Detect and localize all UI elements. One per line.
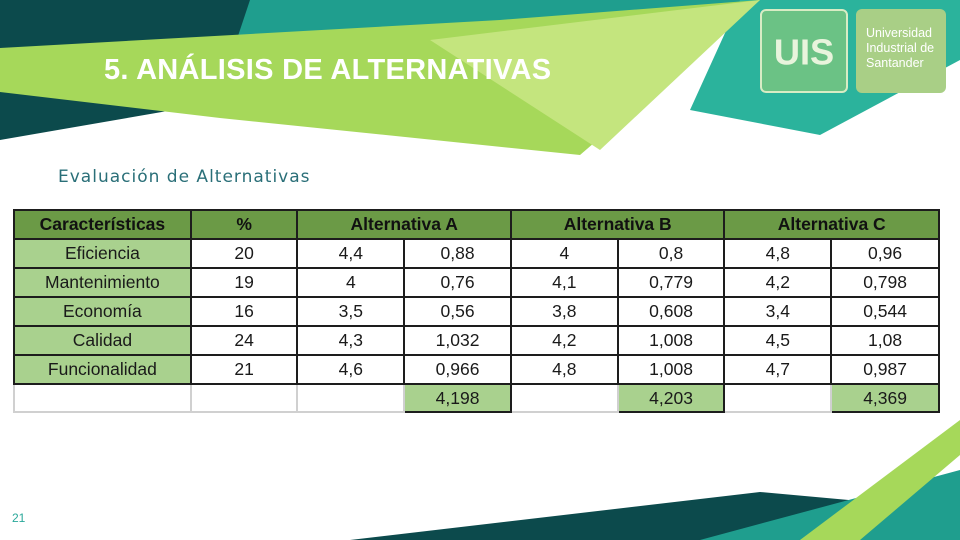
table-row: Funcionalidad 21 4,6 0,966 4,8 1,008 4,7… <box>13 354 940 385</box>
evaluation-table: Características % Alternativa A Alternat… <box>13 209 940 413</box>
table-row: Calidad 24 4,3 1,032 4,2 1,008 4,5 1,08 <box>13 325 940 356</box>
cell-b-score: 3,8 <box>509 296 619 327</box>
cell-b-score: 4,1 <box>509 267 619 298</box>
empty-cell <box>296 383 406 413</box>
table-row: Mantenimiento 19 4 0,76 4,1 0,779 4,2 0,… <box>13 267 940 298</box>
header-alternativa-b: Alternativa B <box>509 209 726 240</box>
logo-wordmark: Universidad Industrial de Santander <box>856 9 946 93</box>
logo-line-3: Santander <box>866 56 924 70</box>
table-row: Eficiencia 20 4,4 0,88 4 0,8 4,8 0,96 <box>13 238 940 269</box>
bg-light-lime <box>430 0 760 150</box>
empty-cell <box>189 383 299 413</box>
row-label: Eficiencia <box>13 238 192 269</box>
row-label: Funcionalidad <box>13 354 192 385</box>
slide-title: 5. ANÁLISIS DE ALTERNATIVAS <box>104 54 552 86</box>
cell-c-score: 4,7 <box>723 354 833 385</box>
cell-a-weighted: 0,56 <box>403 296 512 327</box>
header-alternativa-a: Alternativa A <box>296 209 512 240</box>
cell-c-weighted: 0,544 <box>830 296 940 327</box>
cell-a-score: 4 <box>296 267 406 298</box>
logo-line-2: Industrial de <box>866 41 935 55</box>
cell-c-score: 4,5 <box>723 325 833 356</box>
header-caracteristicas: Características <box>13 209 192 240</box>
total-b: 4,203 <box>616 383 726 413</box>
logo-monogram: UIS <box>774 31 834 72</box>
page-number: 21 <box>12 511 26 525</box>
cell-b-weighted: 1,008 <box>616 325 726 356</box>
empty-cell <box>723 383 833 413</box>
logo-line-1: Universidad <box>866 26 933 40</box>
cell-c-score: 4,8 <box>723 238 833 269</box>
empty-cell <box>13 383 192 413</box>
cell-b-weighted: 0,608 <box>616 296 726 327</box>
cell-b-weighted: 0,779 <box>616 267 726 298</box>
header-alternativa-c: Alternativa C <box>723 209 940 240</box>
cell-a-weighted: 0,76 <box>403 267 512 298</box>
cell-b-score: 4,2 <box>509 325 619 356</box>
header-percent: % <box>189 209 299 240</box>
uis-monogram-icon: UIS <box>774 31 834 72</box>
cell-a-weighted: 1,032 <box>403 325 512 356</box>
table-row: Economía 16 3,5 0,56 3,8 0,608 3,4 0,544 <box>13 296 940 327</box>
cell-c-weighted: 1,08 <box>830 325 940 356</box>
cell-pct: 16 <box>189 296 299 327</box>
cell-a-score: 3,5 <box>296 296 406 327</box>
row-label: Mantenimiento <box>13 267 192 298</box>
cell-a-weighted: 0,966 <box>403 354 512 385</box>
bg-bottom-lime <box>800 420 960 540</box>
cell-c-weighted: 0,96 <box>830 238 940 269</box>
total-c: 4,369 <box>830 383 940 413</box>
cell-b-weighted: 1,008 <box>616 354 726 385</box>
cell-a-weighted: 0,88 <box>403 238 512 269</box>
cell-a-score: 4,4 <box>296 238 406 269</box>
cell-c-weighted: 0,798 <box>830 267 940 298</box>
cell-c-weighted: 0,987 <box>830 354 940 385</box>
cell-b-weighted: 0,8 <box>616 238 726 269</box>
row-label: Economía <box>13 296 192 327</box>
cell-a-score: 4,6 <box>296 354 406 385</box>
cell-pct: 24 <box>189 325 299 356</box>
cell-pct: 20 <box>189 238 299 269</box>
row-label: Calidad <box>13 325 192 356</box>
cell-pct: 19 <box>189 267 299 298</box>
cell-b-score: 4 <box>509 238 619 269</box>
slide-subtitle: Evaluación de Alternativas <box>58 167 311 187</box>
totals-row: 4,198 4,203 4,369 <box>13 383 940 413</box>
uis-logo: UIS <box>760 9 848 93</box>
total-a: 4,198 <box>403 383 512 413</box>
cell-c-score: 4,2 <box>723 267 833 298</box>
cell-a-score: 4,3 <box>296 325 406 356</box>
cell-b-score: 4,8 <box>509 354 619 385</box>
cell-c-score: 3,4 <box>723 296 833 327</box>
table-header-row: Características % Alternativa A Alternat… <box>13 209 940 240</box>
cell-pct: 21 <box>189 354 299 385</box>
empty-cell <box>509 383 619 413</box>
